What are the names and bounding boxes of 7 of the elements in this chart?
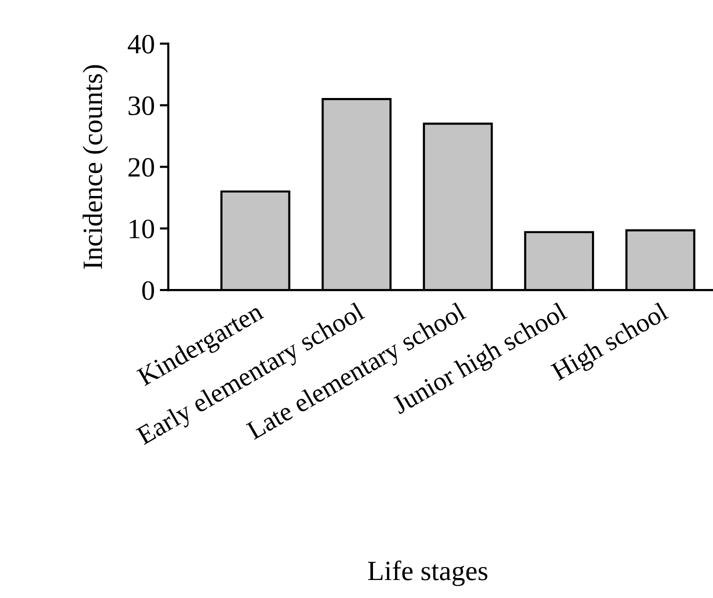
y-tick-label: 30 — [128, 96, 154, 116]
y-tick-label: 20 — [128, 158, 154, 177]
y-tick-label: 40 — [128, 34, 154, 54]
y-tick-label: 0 — [142, 281, 154, 300]
x-axis-title: Life stages — [368, 560, 488, 586]
y-tick-label: 10 — [130, 220, 154, 238]
y-axis-title: Incidence (counts) — [82, 65, 108, 269]
